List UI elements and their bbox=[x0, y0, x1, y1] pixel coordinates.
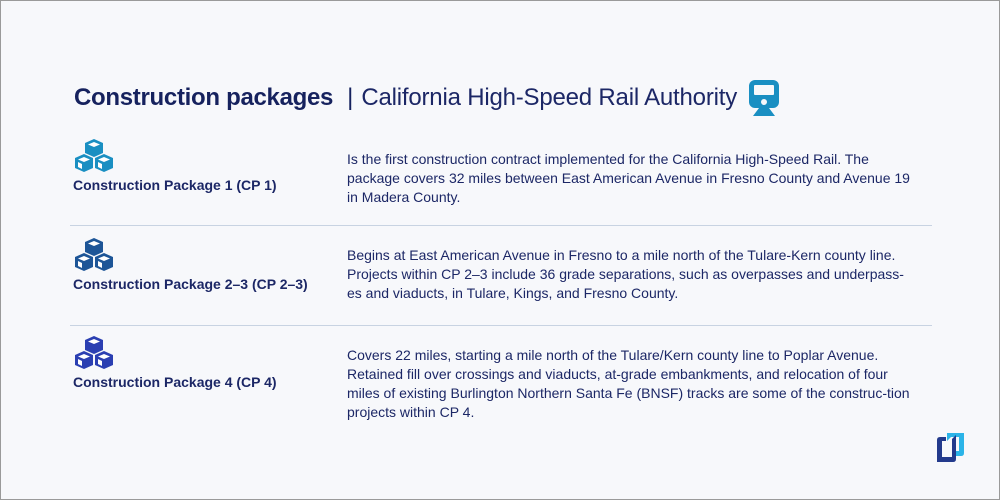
page-title: Construction packages bbox=[74, 84, 334, 111]
brand-logo-icon bbox=[937, 433, 964, 462]
cubes-icon bbox=[75, 139, 113, 172]
package-description: Is the first construction contract imple… bbox=[347, 151, 910, 205]
package-description: Covers 22 miles, starting a mile north o… bbox=[347, 347, 910, 420]
title-separator: | bbox=[347, 84, 354, 111]
divider bbox=[70, 325, 932, 326]
package-name: Construction Package 2–3 (CP 2–3) bbox=[73, 276, 308, 292]
cubes-icon bbox=[75, 238, 113, 271]
divider bbox=[70, 225, 932, 226]
package-name: Construction Package 1 (CP 1) bbox=[73, 177, 277, 193]
package-name: Construction Package 4 (CP 4) bbox=[73, 374, 277, 390]
page-subtitle: California High-Speed Rail Authority bbox=[361, 84, 738, 111]
header: Construction packages | California High-… bbox=[74, 80, 781, 116]
cubes-icon bbox=[75, 336, 113, 369]
package-description: Begins at East American Avenue in Fresno… bbox=[347, 247, 904, 301]
train-icon bbox=[749, 80, 780, 116]
